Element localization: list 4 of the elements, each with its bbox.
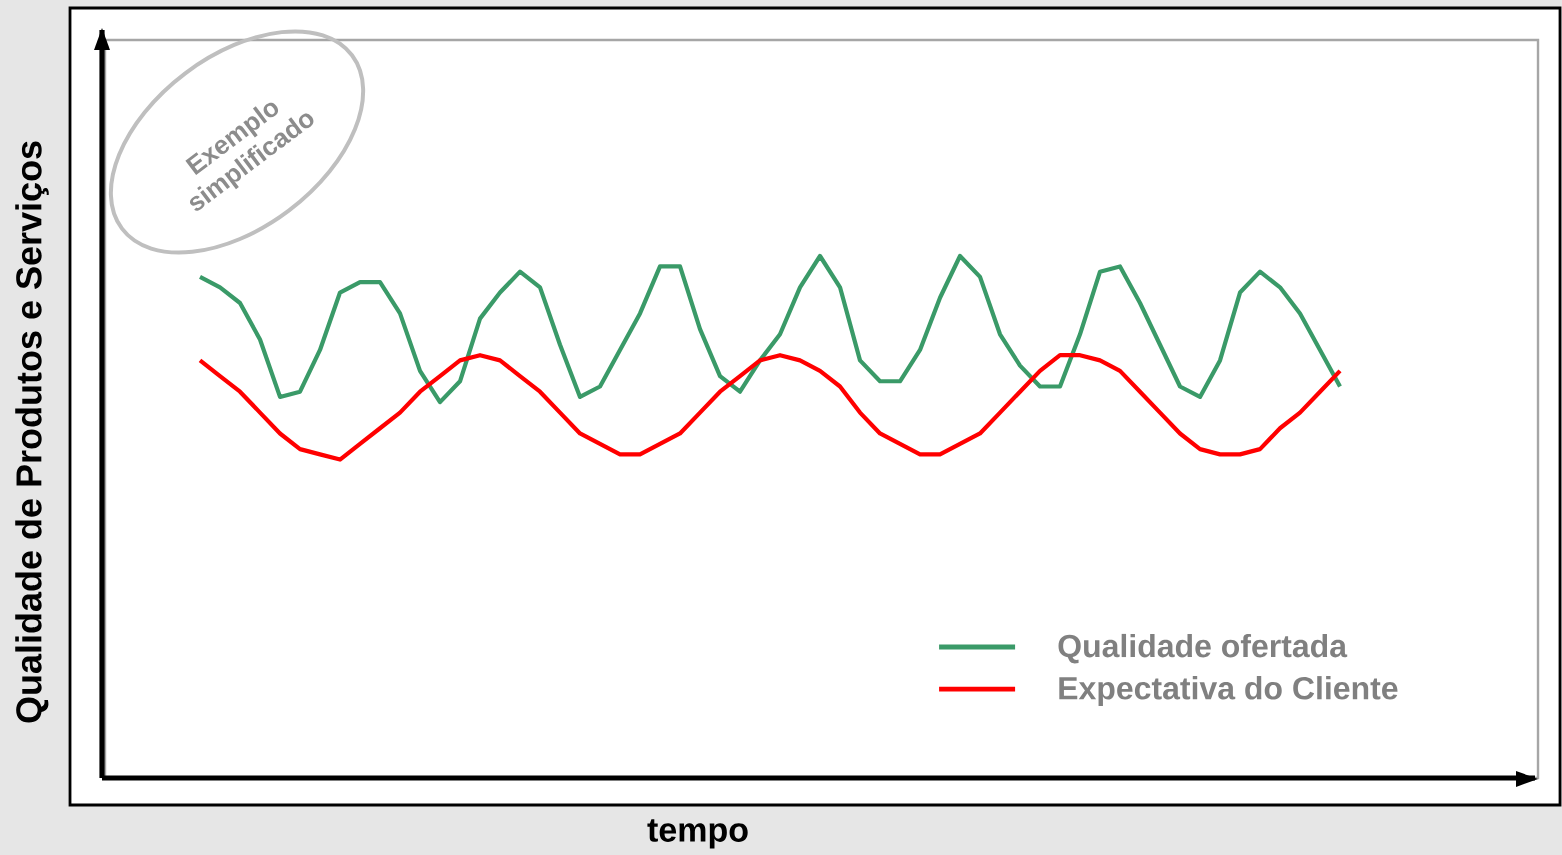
x-axis-title: tempo — [647, 819, 748, 849]
legend-label: Expectativa do Cliente — [1059, 675, 1398, 706]
y-axis-title: Qualidade de Produtos e Serviços — [15, 141, 49, 723]
legend-label: Qualidade ofertada — [1058, 633, 1348, 664]
